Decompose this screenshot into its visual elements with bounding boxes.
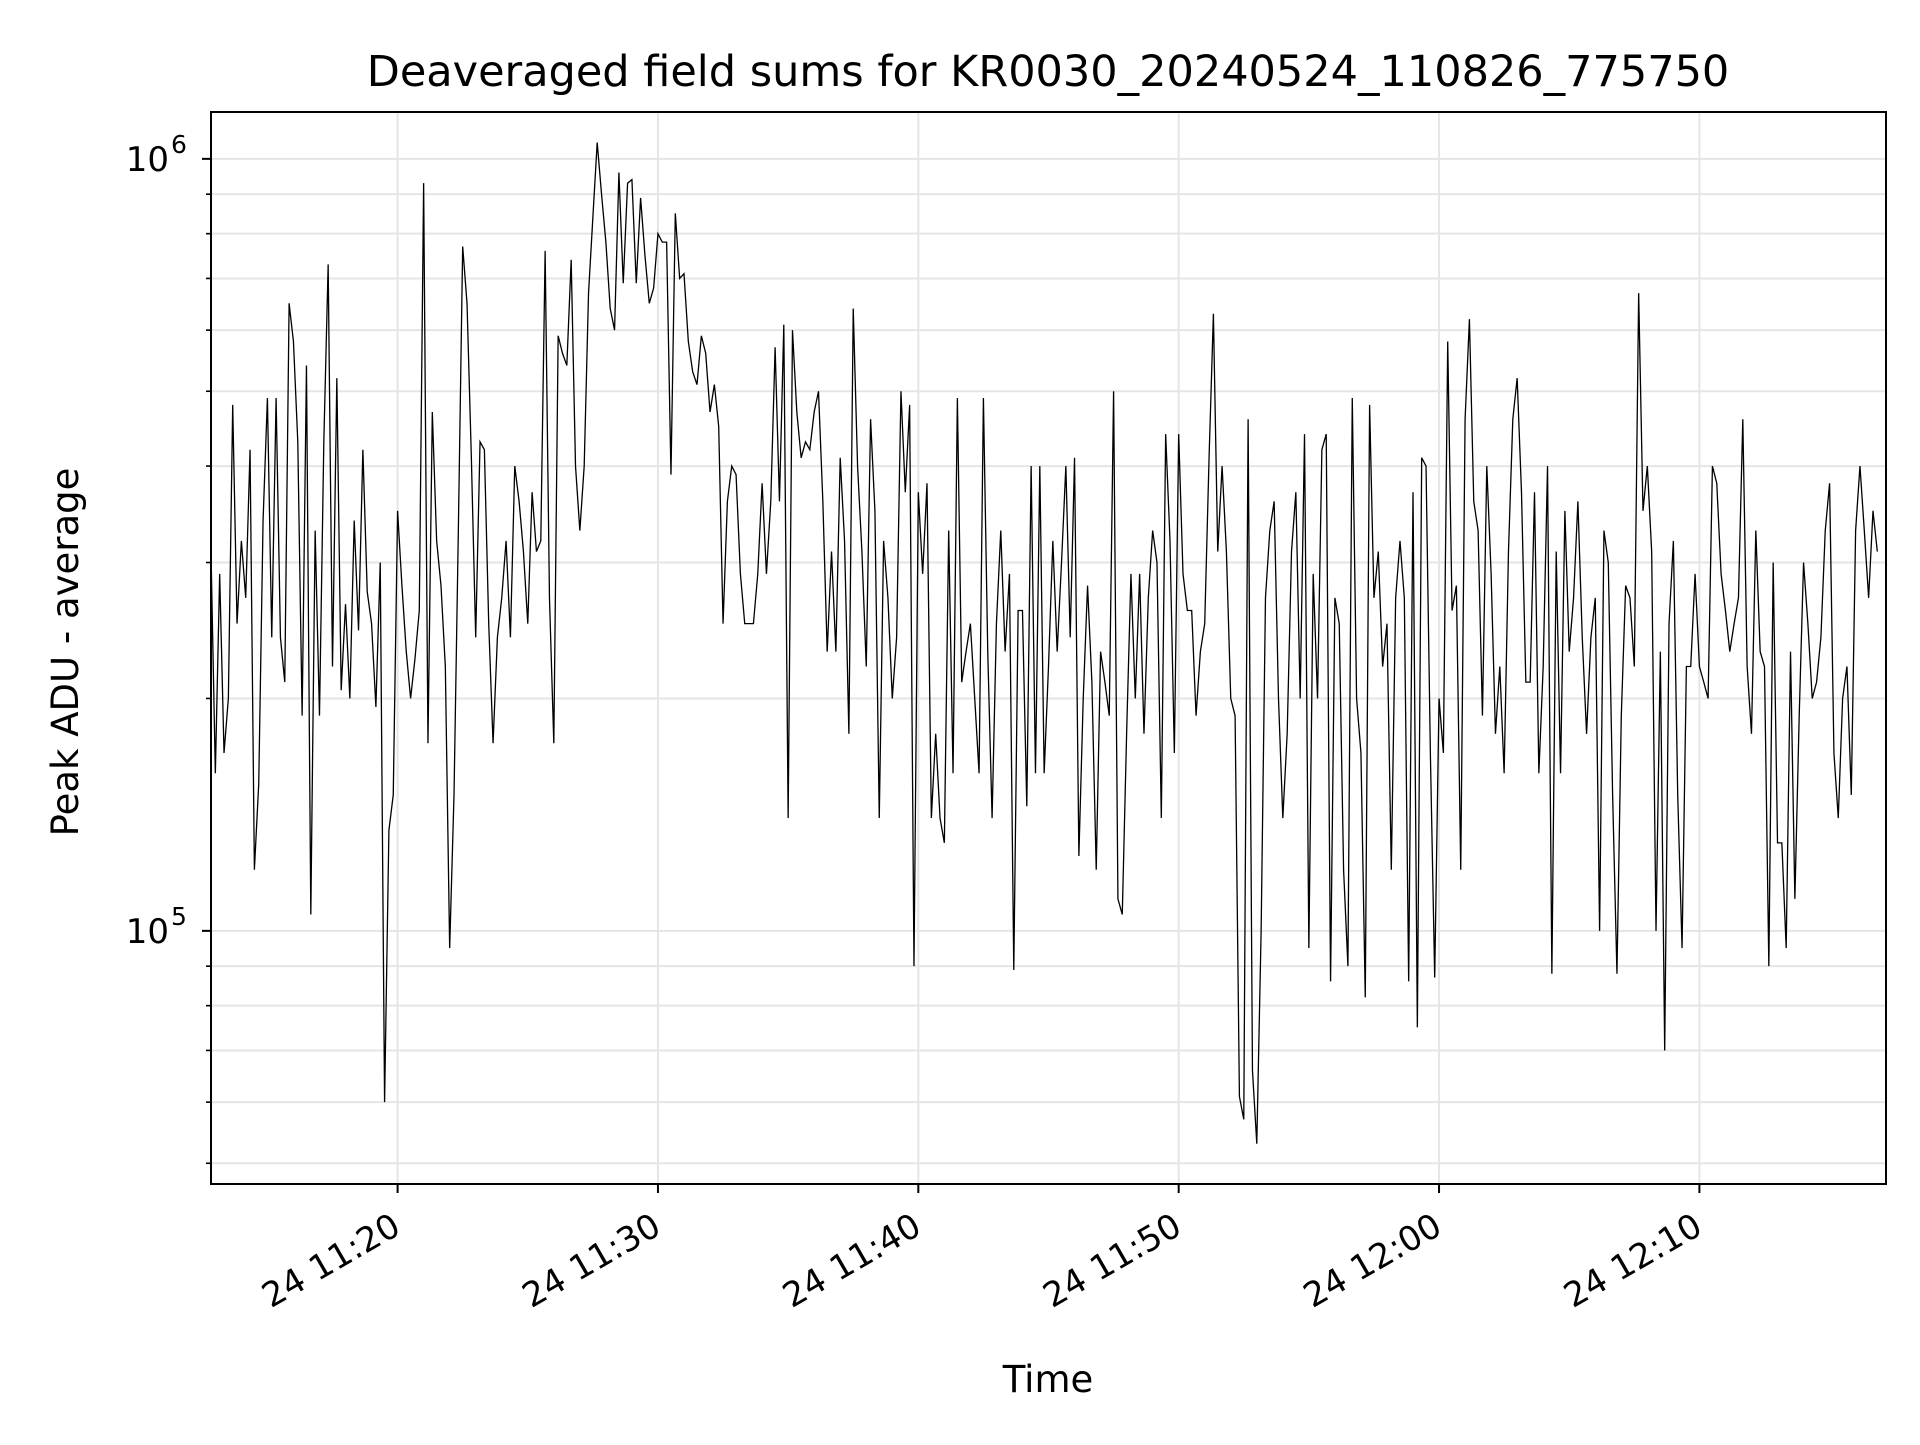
y-tick-exponent: 5 (171, 902, 187, 931)
x-axis-label: Time (1002, 1358, 1094, 1401)
grid-lines (211, 112, 1886, 1184)
y-axis-label: Peak ADU - average (44, 468, 87, 837)
data-layer (210, 142, 1878, 1144)
series-line-0 (210, 142, 1878, 1144)
y-tick-label: 10 (126, 912, 169, 952)
y-tick-label: 10 (126, 140, 169, 180)
chart-title: Deaveraged field sums for KR0030_2024052… (367, 47, 1730, 97)
y-tick-exponent: 6 (171, 130, 187, 159)
plot-area-frame (210, 111, 1887, 1185)
